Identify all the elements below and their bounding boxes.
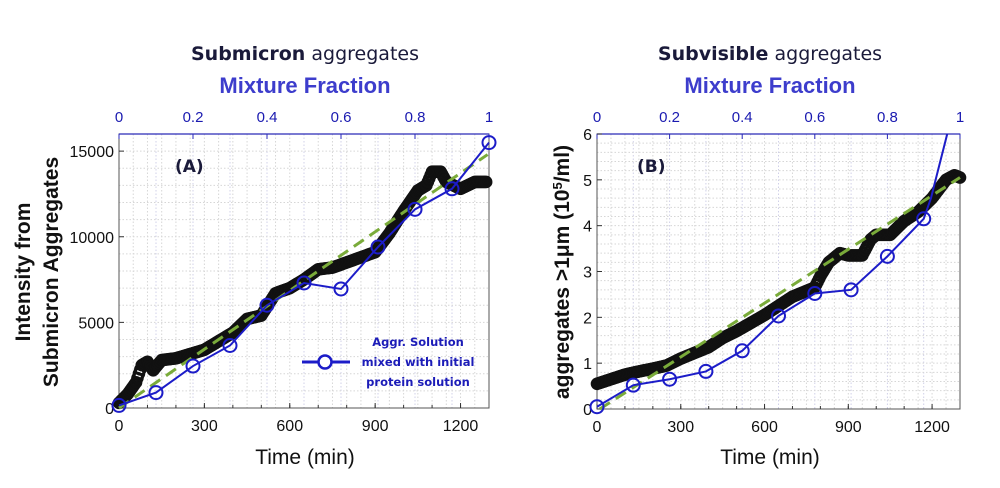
- top-tick-label: 0.4: [732, 109, 753, 126]
- legend-label: Aggr. Solution: [372, 335, 464, 349]
- chart-title: Subvisible aggregates: [658, 43, 882, 65]
- panel-label: (A): [175, 157, 204, 177]
- data-marker: [222, 337, 238, 353]
- y-tick-label: 4: [583, 219, 592, 236]
- data-marker: [444, 181, 460, 197]
- legend: Aggr. Solution mixed with initial protein …: [302, 335, 474, 389]
- x-axis-label: Time (min): [720, 446, 820, 469]
- y-tick-label: 2: [583, 310, 592, 327]
- top-tick-label: 1: [485, 109, 493, 126]
- y-tick-label: 5: [583, 173, 592, 190]
- legend-label: mixed with initial: [362, 355, 475, 369]
- y-tick-label: 3: [583, 265, 592, 282]
- data-marker: [148, 385, 164, 401]
- trend-line: [118, 153, 489, 410]
- y-tick-label: 1: [583, 356, 592, 373]
- data-marker: [807, 286, 823, 301]
- x-tick-label: 900: [362, 418, 389, 435]
- y-axis-label-main: aggregates >1μm (10: [551, 190, 574, 400]
- top-tick-label: 0.2: [183, 109, 204, 126]
- data-marker: [662, 371, 678, 387]
- data-marker: [407, 201, 423, 217]
- series-group: [111, 135, 497, 413]
- data-marker: [479, 175, 493, 189]
- x-axis-label: Time (min): [255, 446, 355, 469]
- x-tick-label: 600: [751, 419, 778, 436]
- y-axis-label: Intensity from: [12, 203, 35, 342]
- data-marker: [734, 343, 750, 359]
- y-axis-label: aggregates >1μm (105/ml): [550, 145, 574, 399]
- chart-panel-a: Submicron aggregates Mixture Fraction 0 300…: [12, 43, 497, 469]
- x-tick-label: 900: [835, 419, 862, 436]
- chart-title-rest: aggregates: [311, 43, 419, 65]
- legend-marker: [317, 354, 333, 370]
- data-marker: [589, 399, 605, 415]
- top-tick-label: 0.8: [877, 109, 898, 126]
- data-marker: [916, 211, 932, 227]
- chart-title-bold: Subvisible: [658, 43, 769, 65]
- top-tick-label: 0.6: [804, 109, 825, 126]
- top-tick-label: 0: [115, 109, 123, 126]
- data-marker: [481, 135, 497, 151]
- y-axis-label-end: /ml): [551, 145, 574, 182]
- data-marker: [843, 282, 859, 298]
- chart-title-rest: aggregates: [774, 43, 882, 65]
- top-tick-label: 0.4: [257, 109, 278, 126]
- y-tick-label: 0: [105, 401, 114, 418]
- top-tick-label: 0.8: [405, 109, 426, 126]
- y-tick-label: 5000: [78, 315, 114, 332]
- trend-line: [598, 176, 961, 411]
- chart-title-bold: Submicron: [191, 43, 305, 65]
- data-marker: [953, 171, 967, 184]
- top-tick-label: 0.6: [331, 109, 352, 126]
- data-marker: [698, 363, 714, 379]
- top-tick-label: 1: [956, 109, 964, 126]
- data-marker: [259, 297, 275, 313]
- data-marker: [625, 377, 641, 393]
- data-marker: [879, 248, 895, 264]
- x-tick-label: 0: [115, 418, 124, 435]
- y-tick-label: 6: [583, 127, 592, 144]
- legend-label: protein solution: [366, 375, 470, 389]
- y-tick-label: 10000: [70, 230, 115, 247]
- y-tick-label: 0: [583, 402, 592, 419]
- top-tick-label: 0: [593, 109, 601, 126]
- x-tick-label: 0: [593, 419, 602, 436]
- x-tick-label: 600: [276, 418, 303, 435]
- y-tick-label: 15000: [70, 144, 115, 161]
- top-tick-label: 0.2: [659, 109, 680, 126]
- series-line: [118, 141, 490, 407]
- data-marker: [296, 275, 312, 291]
- x-tick-label: 1200: [443, 418, 479, 435]
- x-tick-label: 300: [191, 418, 218, 435]
- data-marker: [954, 77, 967, 90]
- data-marker: [333, 281, 349, 297]
- x-tick-label: 300: [667, 419, 694, 436]
- chart-title: Submicron aggregates: [191, 43, 419, 65]
- data-marker: [771, 308, 786, 324]
- data-marker: [370, 239, 386, 255]
- y-axis-label: Submicron Aggregates: [40, 157, 63, 387]
- y-axis-label-sup: 5: [550, 182, 565, 189]
- top-axis-label: Mixture Fraction: [219, 73, 390, 98]
- data-marker: [111, 397, 127, 413]
- top-axis-label: Mixture Fraction: [684, 73, 855, 98]
- panel-label: (B): [637, 157, 666, 177]
- data-marker: [185, 358, 201, 374]
- series-group: [589, 77, 967, 415]
- x-tick-label: 1200: [914, 419, 950, 436]
